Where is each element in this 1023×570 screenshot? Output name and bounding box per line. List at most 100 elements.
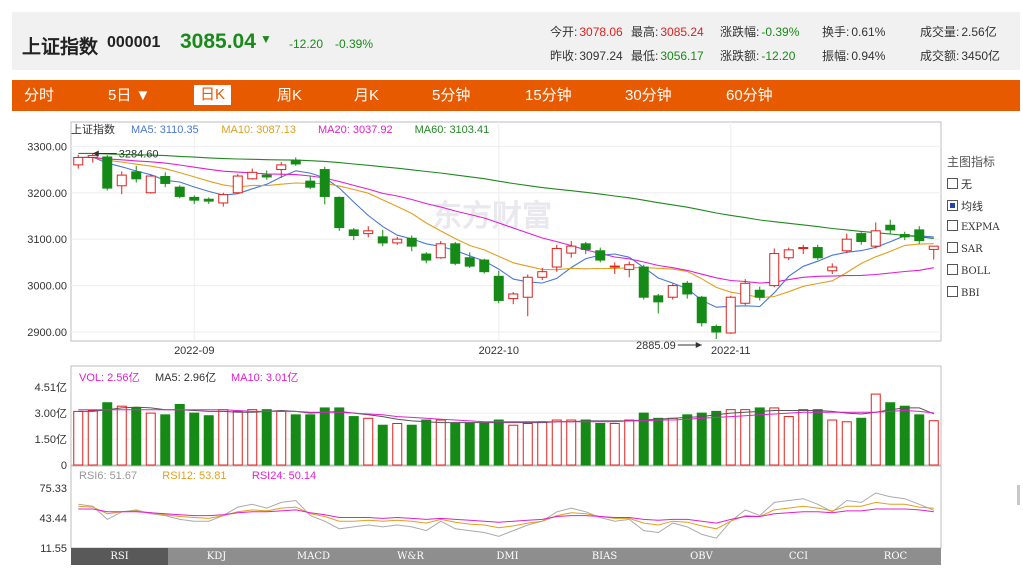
checkbox[interactable] — [947, 200, 958, 211]
indicator-tab-0[interactable]: RSI — [71, 548, 168, 565]
candle-body — [334, 196, 345, 229]
volume-bar — [87, 410, 98, 466]
indicator-tab-1[interactable]: KDJ — [206, 551, 227, 562]
volume-bar — [334, 407, 345, 466]
tab-period-4[interactable]: 月K — [354, 87, 380, 104]
rsi-y-tick: 11.55 — [40, 543, 67, 555]
stat-4: 成交量: 2.56亿 — [920, 23, 997, 40]
indicator-option-0[interactable]: 无 — [947, 176, 972, 192]
checkbox[interactable] — [947, 264, 958, 275]
volume-bar — [116, 405, 127, 466]
volume-bar — [421, 419, 432, 466]
tab-period-6[interactable]: 15分钟 — [525, 87, 572, 104]
candle — [377, 229, 388, 247]
tab-period-3[interactable]: 周K — [277, 87, 303, 104]
candle — [450, 241, 461, 266]
candle — [174, 185, 185, 199]
checkbox[interactable] — [947, 242, 958, 253]
volume-bar — [435, 419, 446, 466]
candle-body — [580, 243, 591, 250]
indicator-tab-5[interactable]: BIAS — [591, 551, 618, 562]
volume-bar — [754, 407, 765, 466]
indicator-tab-8[interactable]: ROC — [883, 551, 908, 562]
candle-body — [319, 169, 330, 197]
kline-chart-svg[interactable]: 东方财富 3300.00 3200.00 3100.00 3000.00 2900.00 2… — [12, 118, 1018, 565]
candle — [87, 153, 98, 163]
stat-value: 3056.17 — [660, 49, 704, 63]
volume-bar — [740, 409, 751, 466]
indicator-option-label: BOLL — [961, 266, 991, 277]
candle-body — [638, 266, 649, 298]
indicator-option-2[interactable]: EXPMA — [947, 220, 1000, 233]
checkbox[interactable] — [947, 286, 958, 297]
indicator-option-3[interactable]: SAR — [947, 242, 983, 255]
stat-3: 换手: 0.61% — [822, 23, 885, 40]
tab-period-1[interactable]: 5日 ▼ — [108, 87, 151, 104]
x-tick-label: 2022-11 — [711, 345, 751, 357]
candle-body — [827, 266, 838, 272]
volume-bar — [522, 422, 533, 466]
indicator-tab-4[interactable]: DMI — [496, 551, 519, 562]
volume-bar — [653, 417, 664, 466]
indicator-option-1[interactable]: 均线 — [947, 198, 983, 214]
candle-body — [812, 247, 823, 259]
tab-period-7[interactable]: 30分钟 — [625, 87, 672, 104]
volume-bar — [580, 419, 591, 466]
ma60-line — [78, 152, 934, 239]
index-code: 000001 — [107, 34, 161, 51]
candle — [276, 162, 287, 178]
tab-period-8[interactable]: 60分钟 — [726, 87, 773, 104]
indicator-option-4[interactable]: BOLL — [947, 264, 990, 277]
indicator-tab-3[interactable]: W&R — [397, 551, 424, 562]
volume-bar — [551, 419, 562, 466]
stat-value: 3097.24 — [579, 49, 623, 63]
volume-legend-label: VOL: 2.56亿 — [79, 371, 140, 384]
tab-period-0[interactable]: 分时 — [24, 87, 55, 104]
candle-body — [363, 230, 374, 235]
candle — [203, 197, 214, 204]
volume-bar — [856, 417, 867, 466]
volume-bar — [928, 420, 939, 466]
candle-body — [885, 224, 896, 231]
annotation-label-high: 3284.60 — [119, 148, 159, 160]
candle-body — [189, 196, 200, 201]
candle — [493, 270, 504, 304]
volume-bar — [406, 424, 417, 466]
candle — [696, 295, 707, 327]
candle — [102, 155, 113, 191]
candle — [711, 324, 722, 339]
indicator-tab-6[interactable]: OBV — [690, 551, 713, 562]
stat-9: 成交额: 3450亿 — [920, 47, 1000, 64]
ma20-line — [78, 156, 934, 284]
stat-value: 0.94% — [851, 49, 886, 63]
checkbox[interactable] — [947, 178, 958, 189]
candle-body — [348, 229, 359, 236]
tab-period-2[interactable]: 日K — [194, 85, 232, 105]
rsi12-line — [78, 501, 934, 530]
candle-body — [305, 180, 316, 188]
tab-period-5[interactable]: 5分钟 — [432, 87, 471, 104]
index-name: 上证指数 — [22, 37, 99, 58]
volume-bar — [464, 422, 475, 466]
candle-body — [653, 295, 664, 303]
y-tick-label: 3200.00 — [27, 188, 67, 200]
candle — [363, 226, 374, 238]
indicator-tab-7[interactable]: CCI — [788, 551, 809, 562]
indicator-option-5[interactable]: BBI — [947, 286, 980, 299]
stat-label: 涨跌幅: — [720, 25, 760, 39]
candle — [899, 231, 910, 241]
indicator-option-label: SAR — [961, 244, 983, 255]
candle — [740, 279, 751, 306]
candle — [769, 248, 780, 287]
rsi-legend-label: RSI6: 51.67 — [79, 470, 137, 482]
candle-body — [450, 243, 461, 264]
scrollbar-thumb[interactable] — [1017, 485, 1020, 505]
checkbox[interactable] — [947, 220, 958, 231]
candle-body — [769, 253, 780, 287]
volume-bar — [145, 412, 156, 466]
candle — [841, 233, 852, 254]
volume-bar — [392, 422, 403, 466]
candle-body — [87, 155, 98, 158]
indicator-tab-2[interactable]: MACD — [296, 551, 331, 562]
stat-value: 3450亿 — [961, 49, 1001, 63]
